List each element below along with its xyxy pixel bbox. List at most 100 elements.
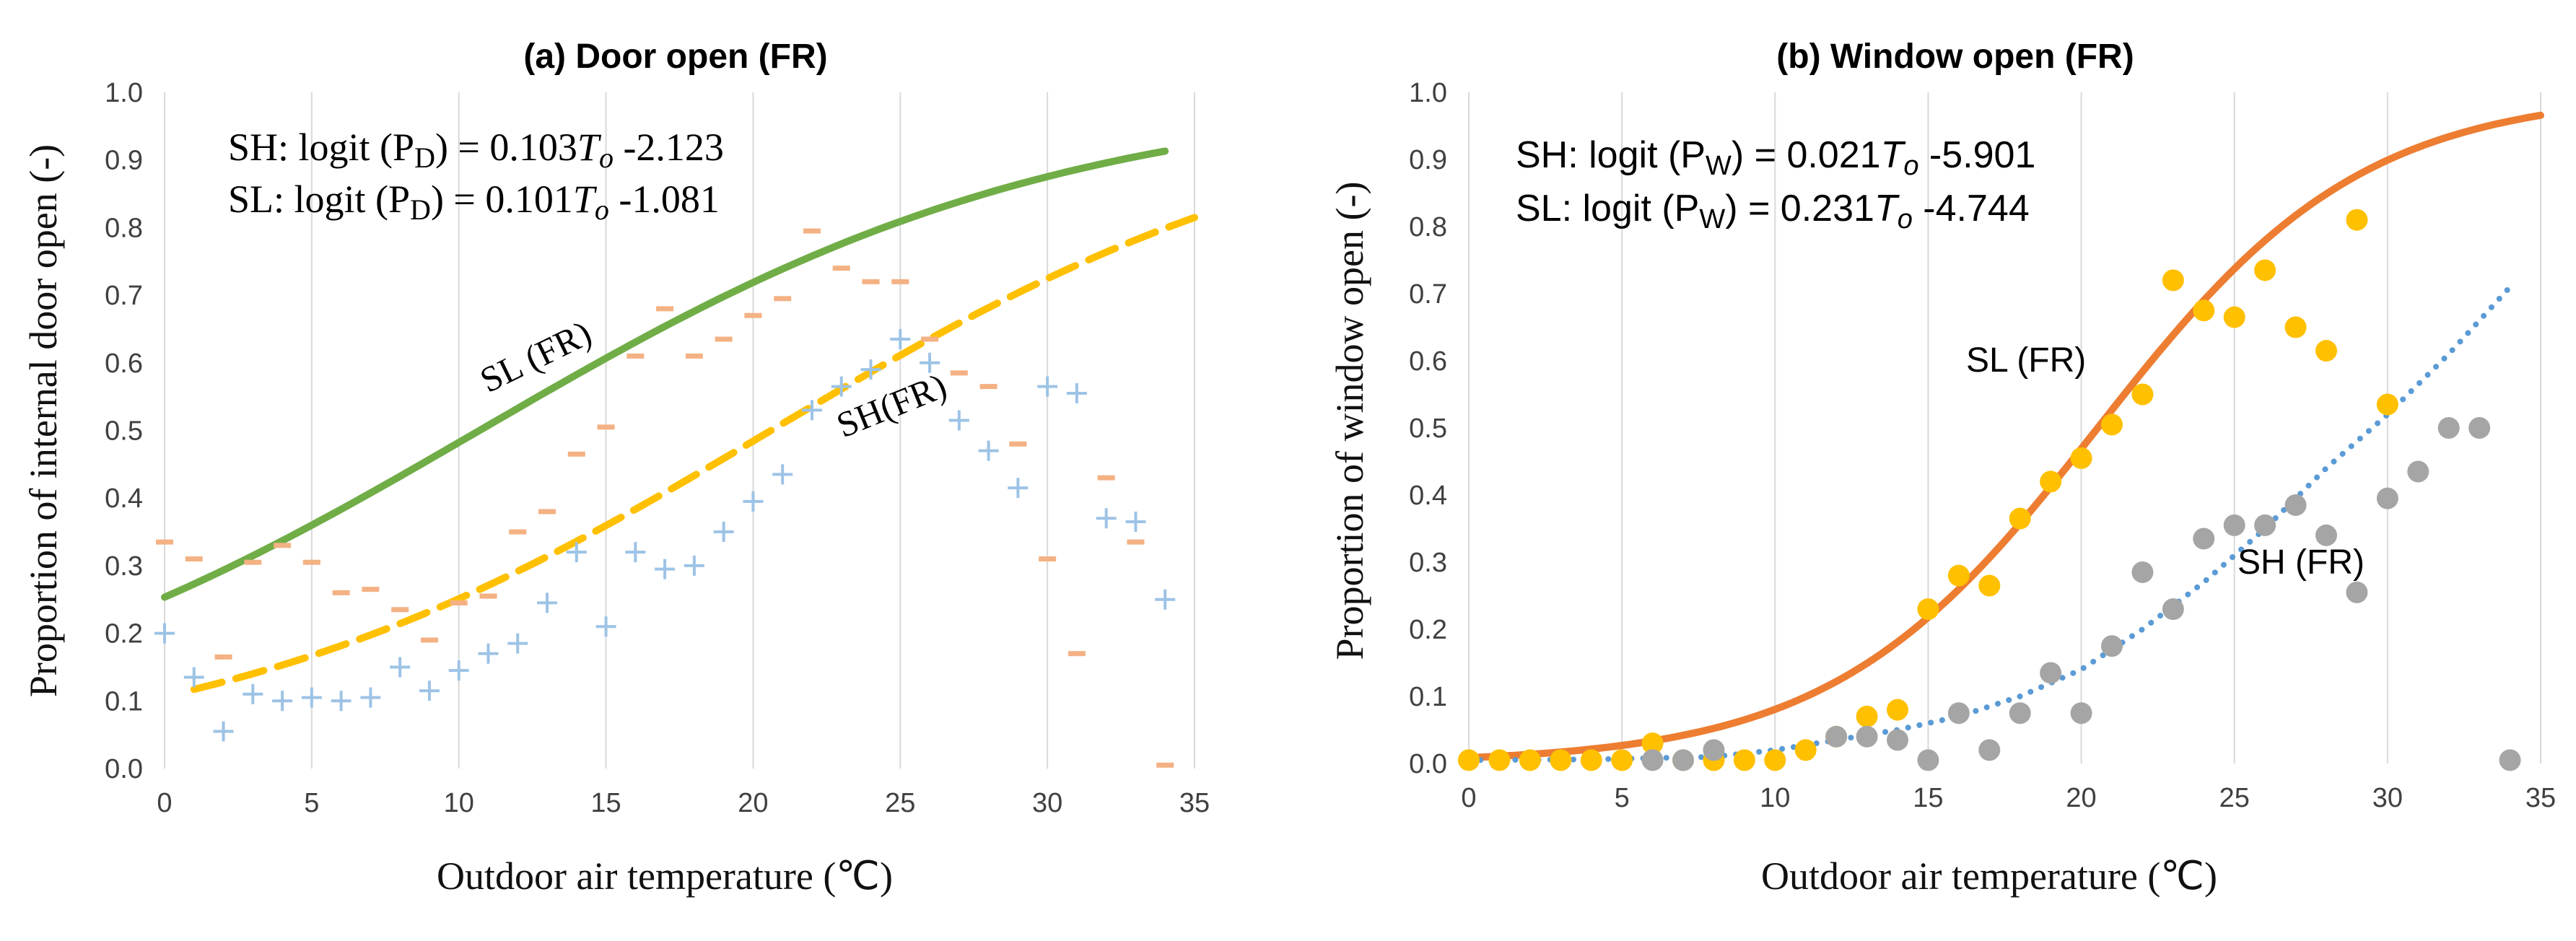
window-series-3-point-15 <box>2193 528 2215 550</box>
window-y-tick-label-1: 0.1 <box>1409 682 1447 712</box>
door-x-tick-label-7: 35 <box>1179 788 1210 818</box>
door-series-2-point-4 <box>274 543 292 548</box>
window-series-3-point-24 <box>2468 417 2491 439</box>
window-series-2-point-24 <box>2193 299 2215 322</box>
door-x-tick-label-1: 5 <box>304 788 319 818</box>
door-series-3-point-8 <box>390 657 411 678</box>
door-series-2-point-25 <box>891 279 909 284</box>
window-series-2-point-13 <box>1856 705 1878 727</box>
door-series-3-point-34 <box>1155 589 1176 610</box>
door-series-2-point-30 <box>1039 556 1057 562</box>
door-series-3-point-21 <box>772 464 793 485</box>
window-chart-y-ticks: 0.0 0.1 0.2 0.3 0.4 0.5 0.6 0.7 0.8 0.9 1.0 <box>1409 78 1447 779</box>
window-series-3-point-21 <box>2376 487 2398 509</box>
window-series-2-point-16 <box>1947 564 1970 587</box>
window-chart-x-ticks: 0 5 10 15 20 25 30 35 <box>1461 783 2556 813</box>
door-series-2-point-19 <box>715 336 733 342</box>
door-series-2-point-16 <box>626 353 645 359</box>
window-series-2-point-3 <box>1550 749 1572 771</box>
window-series-2-point-5 <box>1611 749 1633 771</box>
door-series-3-point-22 <box>801 400 822 421</box>
window-series-3-point-16 <box>2223 514 2245 536</box>
window-y-tick-label-3: 0.3 <box>1409 548 1447 578</box>
door-series-3-point-3 <box>243 683 263 704</box>
door-chart-y-axis-title: Proportion of internal door open (-) <box>22 144 65 697</box>
door-y-tick-label-3: 0.3 <box>105 551 143 582</box>
door-series-2-point-26 <box>921 336 939 342</box>
door-series-2-point-3 <box>244 559 262 565</box>
door-series-3-point-17 <box>655 559 676 579</box>
door-series-2-point-22 <box>803 228 821 234</box>
door-y-tick-label-9: 0.9 <box>105 146 143 176</box>
door-series-3-point-15 <box>595 616 616 637</box>
door-x-tick-label-2: 10 <box>444 788 474 818</box>
door-series-2-point-24 <box>862 279 880 284</box>
door-series-3-point-13 <box>537 592 558 613</box>
door-x-tick-label-4: 20 <box>738 788 768 818</box>
door-series-2-point-23 <box>832 266 850 271</box>
door-series-2-point-32 <box>1097 475 1115 481</box>
door-chart-gridlines <box>164 92 1195 769</box>
window-series-2-point-29 <box>2346 209 2368 231</box>
door-series-2-point-6 <box>332 590 350 595</box>
door-series-3-point-33 <box>1125 511 1146 532</box>
window-series-2-point-15 <box>1917 598 1939 621</box>
window-series-2-point-20 <box>2070 447 2092 469</box>
door-series-3-point-30 <box>1037 376 1058 397</box>
door-y-tick-label-5: 0.5 <box>105 416 143 447</box>
window-series-3-point-20 <box>2346 581 2368 603</box>
door-series-3-point-23 <box>831 376 852 397</box>
window-x-tick-label-1: 5 <box>1615 783 1630 813</box>
window-sh-equation: SH: logit (PW) = 0.021To -5.901 <box>1516 134 2035 181</box>
window-x-tick-label-4: 20 <box>2066 783 2096 813</box>
window-series-3-point-13 <box>2131 561 2154 583</box>
window-y-tick-label-8: 0.8 <box>1409 212 1447 242</box>
window-x-tick-label-5: 25 <box>2219 783 2250 813</box>
window-series-2-point-11 <box>1794 739 1817 761</box>
door-series-3-point-32 <box>1096 508 1117 529</box>
window-series-2-point-1 <box>1488 749 1511 771</box>
door-y-tick-label-8: 0.8 <box>105 213 143 243</box>
door-x-tick-label-5: 25 <box>885 788 915 818</box>
door-sl-equation: SL: logit (PD) = 0.101To -1.081 <box>228 178 720 226</box>
door-series-3-point-2 <box>213 721 234 742</box>
door-series-2-point-18 <box>685 353 703 359</box>
door-series-3-point-18 <box>684 555 704 576</box>
door-series-3-point-16 <box>625 542 646 563</box>
window-series-2-point-23 <box>2162 269 2184 292</box>
window-series-2-point-17 <box>1978 574 2001 597</box>
door-series-2-point-27 <box>950 370 968 376</box>
window-series-3-point-2 <box>1703 739 1725 761</box>
window-chart-gridlines <box>1468 92 2541 763</box>
window-x-tick-label-6: 30 <box>2372 783 2403 813</box>
door-series-2-point-8 <box>391 607 409 613</box>
door-series-2-point-7 <box>362 587 380 592</box>
window-series-3-point-23 <box>2437 417 2460 439</box>
door-series-2-point-21 <box>774 296 792 302</box>
door-y-tick-label-7: 0.7 <box>105 281 143 311</box>
window-sh-curve-label: SH (FR) <box>2237 543 2365 582</box>
door-series-2-point-15 <box>597 424 615 430</box>
window-y-tick-label-10: 1.0 <box>1409 78 1447 108</box>
door-y-tick-label-2: 0.2 <box>105 619 143 649</box>
window-series-2-point-10 <box>1764 749 1786 771</box>
window-open-chart: (b) Window open (FR) 0.00.10.20.30.40.50… <box>1328 38 2556 898</box>
door-sh-equation: SH: logit (PD) = 0.103To -2.123 <box>228 126 724 174</box>
door-series-2-point-20 <box>744 312 762 318</box>
door-series-2-point-13 <box>538 509 556 515</box>
window-chart-x-axis-title: Outdoor air temperature (℃) <box>1761 854 2217 898</box>
door-series-3-point-7 <box>360 687 381 708</box>
window-x-tick-label-3: 15 <box>1913 783 1943 813</box>
window-sl-curve-label: SL (FR) <box>1966 341 2086 380</box>
door-series-2-point-2 <box>214 654 232 660</box>
window-chart-title: (b) Window open (FR) <box>1776 38 2134 76</box>
window-series-3-point-7 <box>1947 702 1970 725</box>
window-series-3-point-10 <box>2040 662 2062 684</box>
window-series-2-point-28 <box>2315 340 2337 362</box>
door-series-2-point-0 <box>156 539 173 545</box>
door-series-2-point-1 <box>185 556 203 562</box>
door-series-3-point-1 <box>183 667 204 688</box>
window-y-tick-label-9: 0.9 <box>1409 145 1447 175</box>
